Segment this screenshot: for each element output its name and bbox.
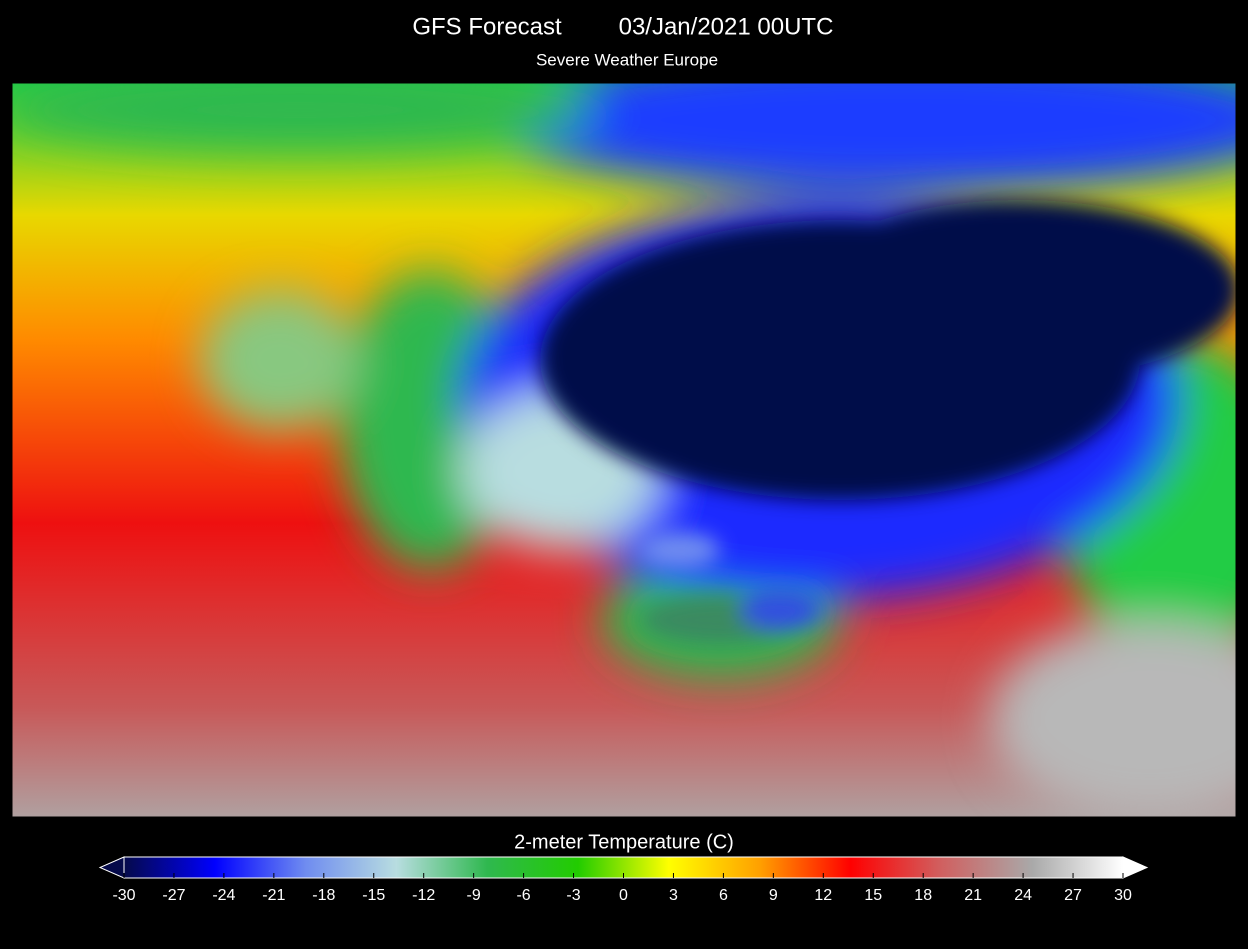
colorbar-tick-label: -15 (362, 887, 385, 904)
map-frame (11, 82, 1237, 818)
map-subtitle: Severe Weather Europe (536, 50, 718, 69)
colorbar-tick-label: -12 (412, 887, 435, 904)
colorbar-tick-label: 6 (719, 887, 728, 904)
colorbar-tick-label: -24 (212, 887, 235, 904)
colorbar-tick-label: 3 (669, 887, 678, 904)
colorbar-tick-label: -30 (112, 887, 135, 904)
colorbar-tick-label: -3 (566, 887, 580, 904)
colorbar-tick-label: 9 (769, 887, 778, 904)
colorbar-tick-label: 0 (619, 887, 628, 904)
colorbar-tick-label: 15 (864, 887, 882, 904)
colorbar-tick-label: 21 (964, 887, 982, 904)
temperature-map (12, 83, 1236, 817)
colorbar-tick-label: 27 (1064, 887, 1082, 904)
colorbar-tick-label: 30 (1114, 887, 1132, 904)
colorbar-tick-label: 18 (914, 887, 932, 904)
colorbar-tick-label: -9 (467, 887, 481, 904)
colorbar-tick-label: 12 (814, 887, 832, 904)
colorbar-label: 2-meter Temperature (C) (514, 831, 734, 853)
colorbar-tick-label: 24 (1014, 887, 1032, 904)
colorbar-tick-label: -27 (162, 887, 185, 904)
forecast-date: 03/Jan/2021 00UTC (619, 13, 834, 40)
colorbar-tick-label: -18 (312, 887, 335, 904)
colorbar-tick-label: -21 (262, 887, 285, 904)
map-title: GFS Forecast (412, 13, 562, 40)
colorbar-high-arrow (1122, 856, 1149, 879)
colorbar-bar (124, 857, 1123, 878)
colorbar-tick-label: -6 (516, 887, 530, 904)
colorbar-low-arrow (98, 856, 125, 879)
colorbar: -30 -27 -24 -21 -18 -15 -12 -9 -6 -3 0 3 6 9 12 15 18 21 2… (98, 856, 1149, 904)
